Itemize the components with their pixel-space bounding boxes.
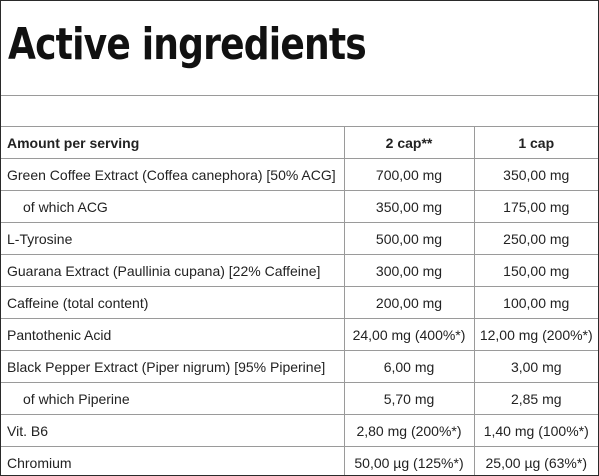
ingredient-name: Black Pepper Extract (Piper nigrum) [95%…	[1, 350, 345, 383]
amount-one-cap: 12,00 mg (200%*)	[473, 318, 598, 351]
table-row: Chromium 50,00 µg (125%*) 25,00 µg (63%*…	[1, 446, 598, 475]
spacer-row	[1, 95, 598, 127]
ingredient-name: of which Piperine	[1, 382, 345, 415]
amount-two-cap: 200,00 mg	[343, 286, 475, 319]
table-row: Pantothenic Acid 24,00 mg (400%*) 12,00 …	[1, 318, 598, 351]
amount-one-cap: 100,00 mg	[473, 286, 598, 319]
table-row: Caffeine (total content) 200,00 mg 100,0…	[1, 286, 598, 319]
page-title: Active ingredients	[8, 19, 367, 70]
header-row: Amount per serving 2 cap** 1 cap	[1, 126, 598, 159]
amount-two-cap: 24,00 mg (400%*)	[343, 318, 475, 351]
table-row: Vit. B6 2,80 mg (200%*) 1,40 mg (100%*)	[1, 414, 598, 447]
table-row: of which Piperine 5,70 mg 2,85 mg	[1, 382, 598, 415]
table-row: Black Pepper Extract (Piper nigrum) [95%…	[1, 350, 598, 383]
amount-two-cap: 6,00 mg	[343, 350, 475, 383]
amount-two-cap: 50,00 µg (125%*)	[343, 446, 475, 475]
amount-one-cap: 2,85 mg	[473, 382, 598, 415]
header-two-cap: 2 cap**	[343, 126, 475, 159]
table-row: of which ACG 350,00 mg 175,00 mg	[1, 190, 598, 223]
ingredient-name: Green Coffee Extract (Coffea canephora) …	[1, 158, 345, 191]
ingredient-name: Vit. B6	[1, 414, 345, 447]
ingredient-name: L-Tyrosine	[1, 222, 345, 255]
ingredients-table: Amount per serving 2 cap** 1 cap Green C…	[1, 95, 598, 475]
ingredient-name: Pantothenic Acid	[1, 318, 345, 351]
spacer-cell	[1, 95, 598, 127]
amount-one-cap: 3,00 mg	[473, 350, 598, 383]
ingredient-name: Guarana Extract (Paullinia cupana) [22% …	[1, 254, 345, 287]
table-row: Guarana Extract (Paullinia cupana) [22% …	[1, 254, 598, 287]
amount-two-cap: 350,00 mg	[343, 190, 475, 223]
ingredient-name: Caffeine (total content)	[1, 286, 345, 319]
amount-one-cap: 25,00 µg (63%*)	[473, 446, 598, 475]
amount-two-cap: 700,00 mg	[343, 158, 475, 191]
table-row: Green Coffee Extract (Coffea canephora) …	[1, 158, 598, 191]
amount-one-cap: 150,00 mg	[473, 254, 598, 287]
ingredients-table-body: Amount per serving 2 cap** 1 cap Green C…	[1, 95, 598, 475]
amount-one-cap: 175,00 mg	[473, 190, 598, 223]
amount-two-cap: 2,80 mg (200%*)	[343, 414, 475, 447]
amount-one-cap: 350,00 mg	[473, 158, 598, 191]
amount-two-cap: 300,00 mg	[343, 254, 475, 287]
amount-one-cap: 250,00 mg	[473, 222, 598, 255]
header-one-cap: 1 cap	[473, 126, 598, 159]
amount-one-cap: 1,40 mg (100%*)	[473, 414, 598, 447]
amount-two-cap: 500,00 mg	[343, 222, 475, 255]
ingredient-name: of which ACG	[1, 190, 345, 223]
table-row: L-Tyrosine 500,00 mg 250,00 mg	[1, 222, 598, 255]
header-amount-per-serving: Amount per serving	[1, 126, 345, 159]
ingredient-name: Chromium	[1, 446, 345, 475]
amount-two-cap: 5,70 mg	[343, 382, 475, 415]
